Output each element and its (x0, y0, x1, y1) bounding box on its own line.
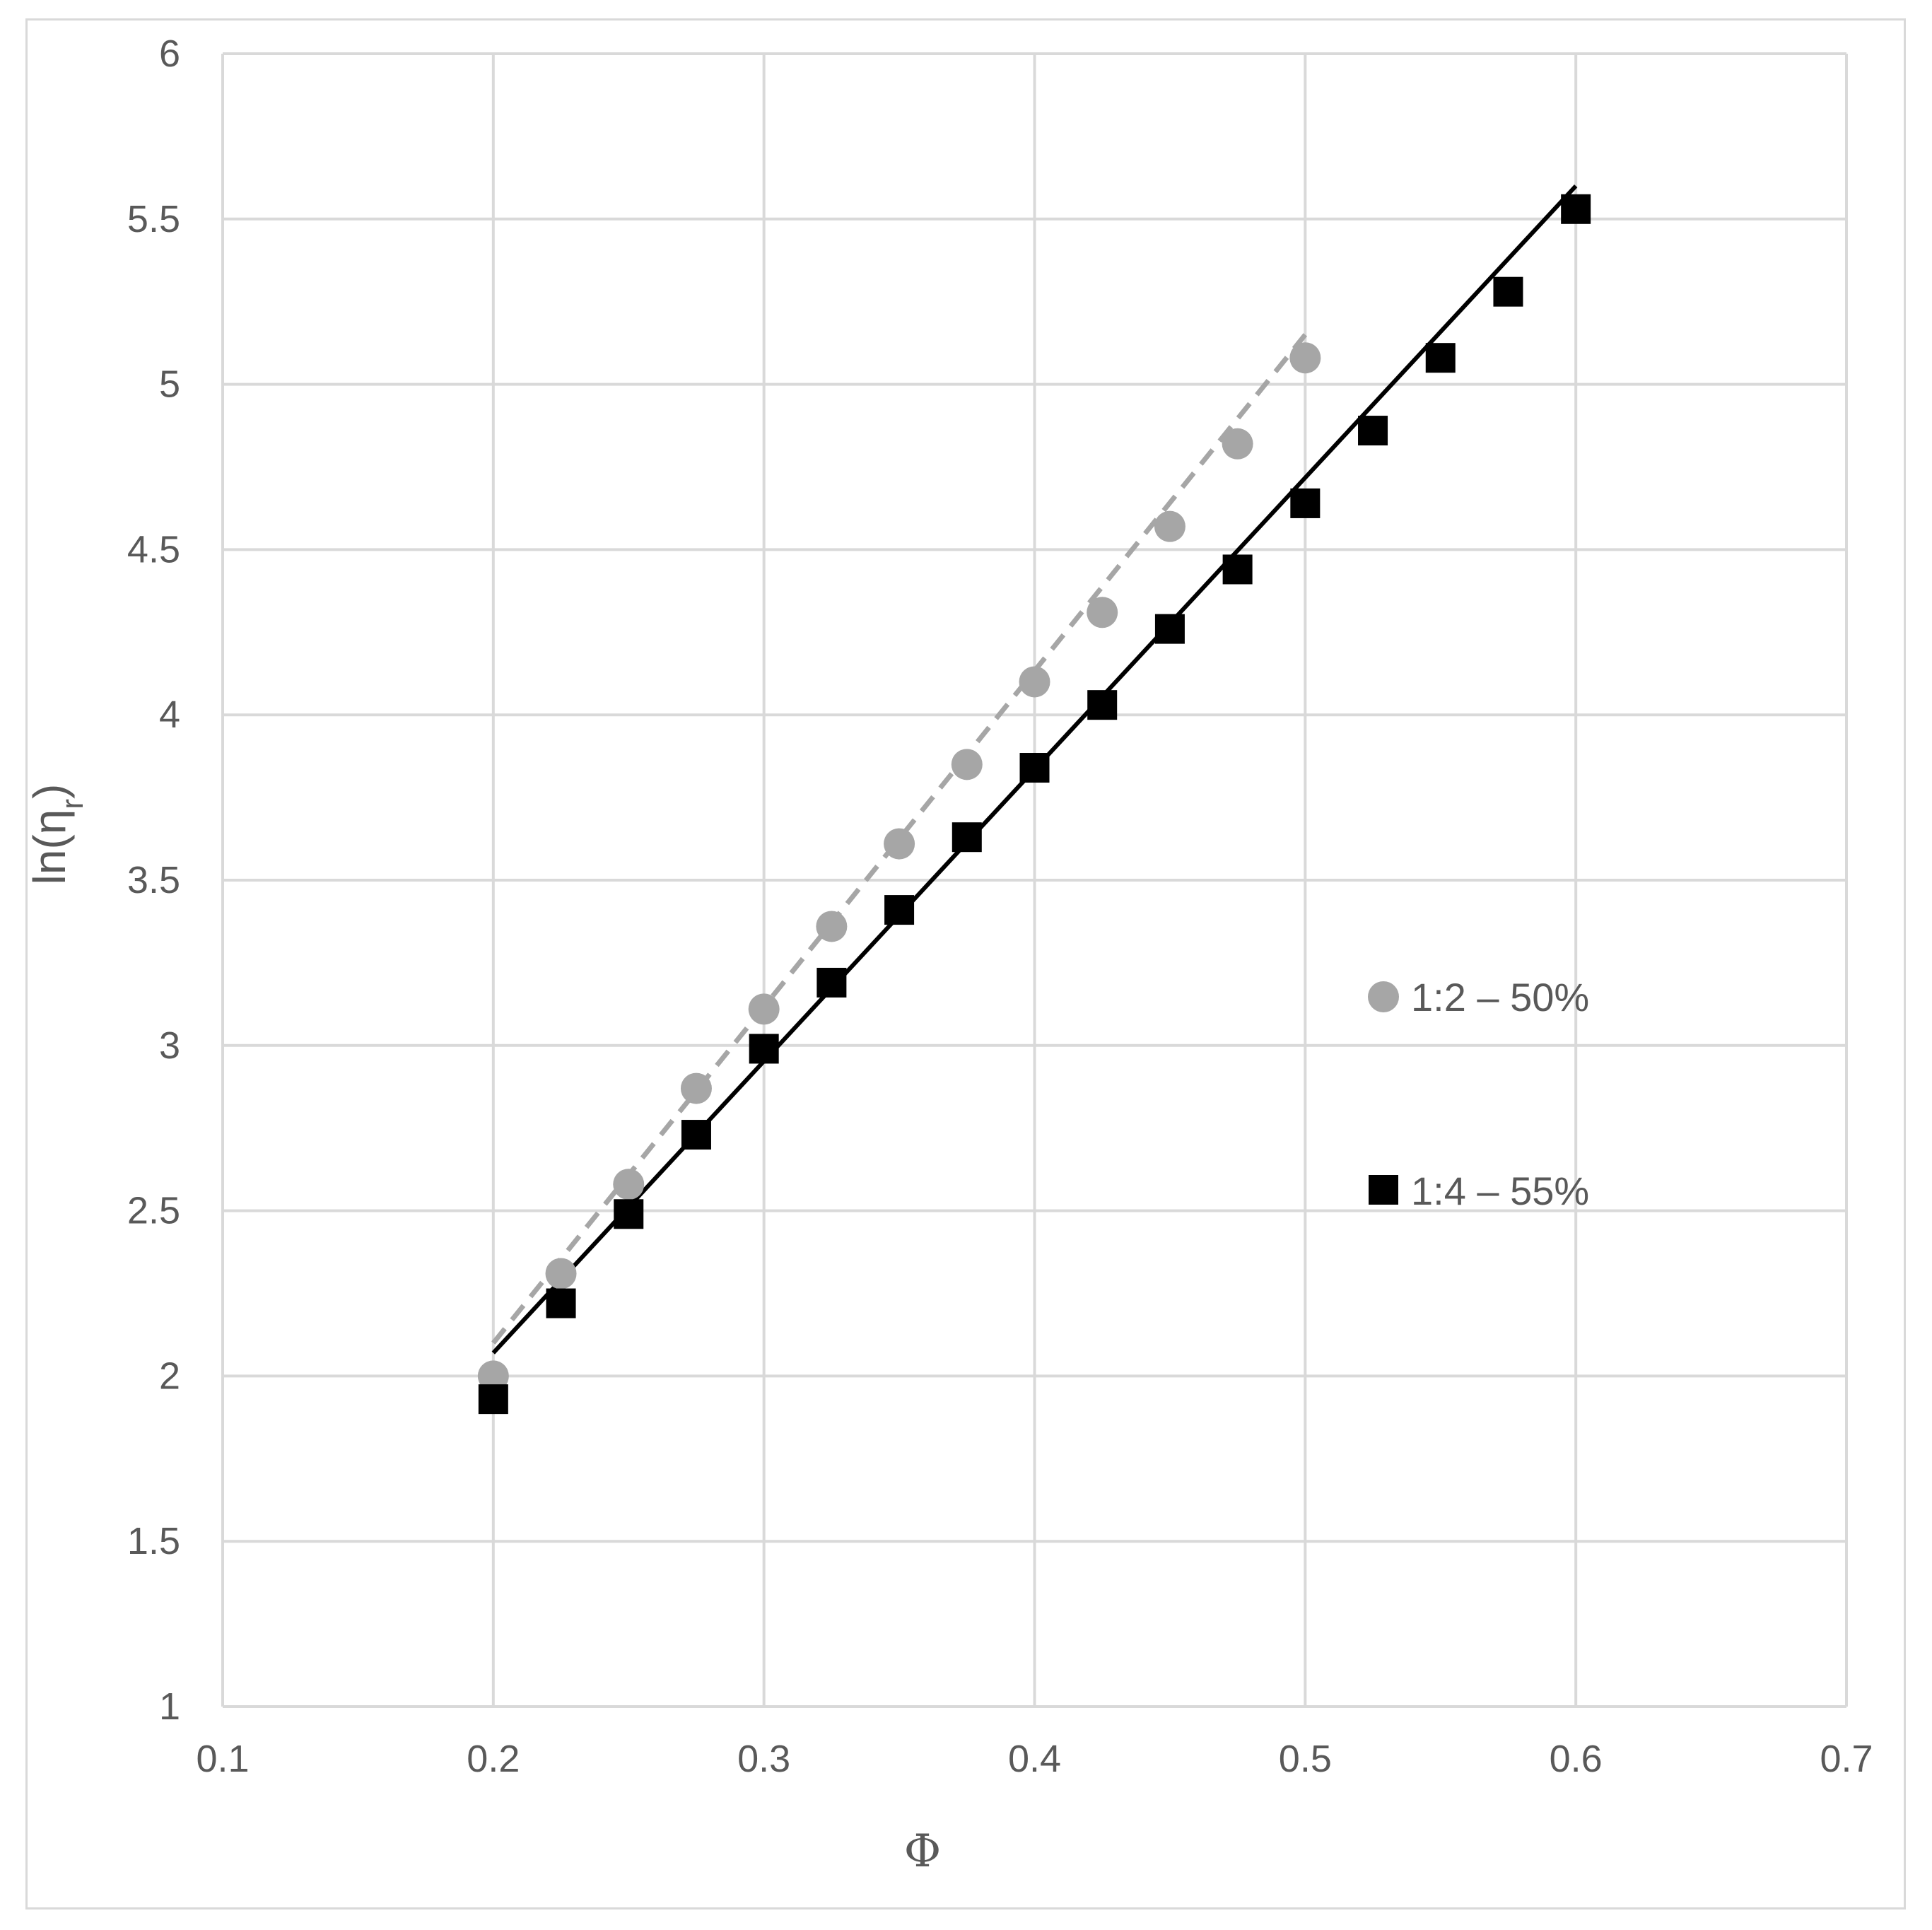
data-point-series-2 (1222, 554, 1253, 585)
data-point-series-2 (749, 1034, 779, 1064)
data-point-series-1 (613, 1169, 645, 1200)
x-tick-label: 0.1 (196, 1738, 249, 1780)
data-point-series-2 (1087, 690, 1118, 720)
y-tick-label: 1 (159, 1685, 180, 1728)
legend-label-series-2: 1:4 – 55% (1411, 1169, 1589, 1213)
y-tick-label: 5 (159, 363, 180, 406)
data-point-series-1 (477, 1360, 509, 1392)
data-point-series-1 (1019, 666, 1050, 698)
y-tick-label: 3 (159, 1024, 180, 1067)
legend-marker-circle (1368, 981, 1399, 1012)
x-axis-title: Φ (904, 1825, 941, 1878)
x-tick-label: 0.4 (1008, 1738, 1061, 1780)
data-point-series-2 (1154, 614, 1185, 644)
data-point-series-2 (1425, 343, 1456, 373)
y-tick-label: 2 (159, 1355, 180, 1397)
legend: 1:2 – 50% 1:4 – 55% (1368, 975, 1589, 1213)
data-point-series-2 (546, 1288, 576, 1318)
y-tick-label: 5.5 (127, 198, 180, 240)
data-point-series-1 (884, 828, 915, 860)
data-point-series-2 (1493, 276, 1523, 307)
y-tick-label: 6 (159, 33, 180, 75)
chart-frame (25, 18, 1906, 1909)
x-tick-label: 0.3 (737, 1738, 790, 1780)
data-point-series-2 (1561, 194, 1591, 224)
y-axis-title: ln(ηr) (24, 784, 90, 885)
data-point-series-1 (748, 993, 780, 1025)
legend-marker-square (1369, 1175, 1398, 1205)
data-point-series-1 (545, 1258, 577, 1289)
y-tick-label: 3.5 (127, 859, 180, 901)
data-point-series-1 (816, 911, 848, 942)
data-markers (477, 194, 1591, 1415)
tick-labels: 0.1 0.2 0.3 0.4 0.5 0.6 0.7 1 1.5 2 2.5 3 3.5 4 4.5 5 5.… (127, 33, 1873, 1780)
data-point-series-1 (1222, 428, 1253, 460)
x-tick-label: 0.7 (1820, 1738, 1873, 1780)
y-tick-label: 1.5 (127, 1520, 180, 1562)
data-point-series-2 (1290, 488, 1321, 518)
legend-label-series-1: 1:2 – 50% (1411, 975, 1589, 1019)
data-point-series-1 (1087, 597, 1118, 628)
data-point-series-2 (1358, 416, 1388, 446)
data-point-series-1 (680, 1072, 712, 1104)
data-point-series-1 (1289, 342, 1321, 374)
x-tick-label: 0.6 (1550, 1738, 1603, 1780)
data-point-series-2 (614, 1199, 644, 1229)
data-point-series-2 (478, 1384, 508, 1415)
y-tick-label: 2.5 (127, 1190, 180, 1232)
data-point-series-2 (1019, 753, 1050, 783)
data-point-series-1 (1154, 510, 1185, 542)
data-point-series-2 (681, 1120, 711, 1150)
y-tick-label: 4 (159, 694, 180, 736)
data-point-series-2 (952, 822, 982, 853)
y-tick-label: 4.5 (127, 528, 180, 571)
grid-lines (221, 52, 1848, 1708)
data-point-series-2 (816, 967, 847, 998)
x-tick-label: 0.2 (467, 1738, 520, 1780)
data-point-series-2 (884, 895, 915, 925)
data-point-series-1 (951, 749, 983, 780)
x-tick-label: 0.5 (1279, 1738, 1332, 1780)
